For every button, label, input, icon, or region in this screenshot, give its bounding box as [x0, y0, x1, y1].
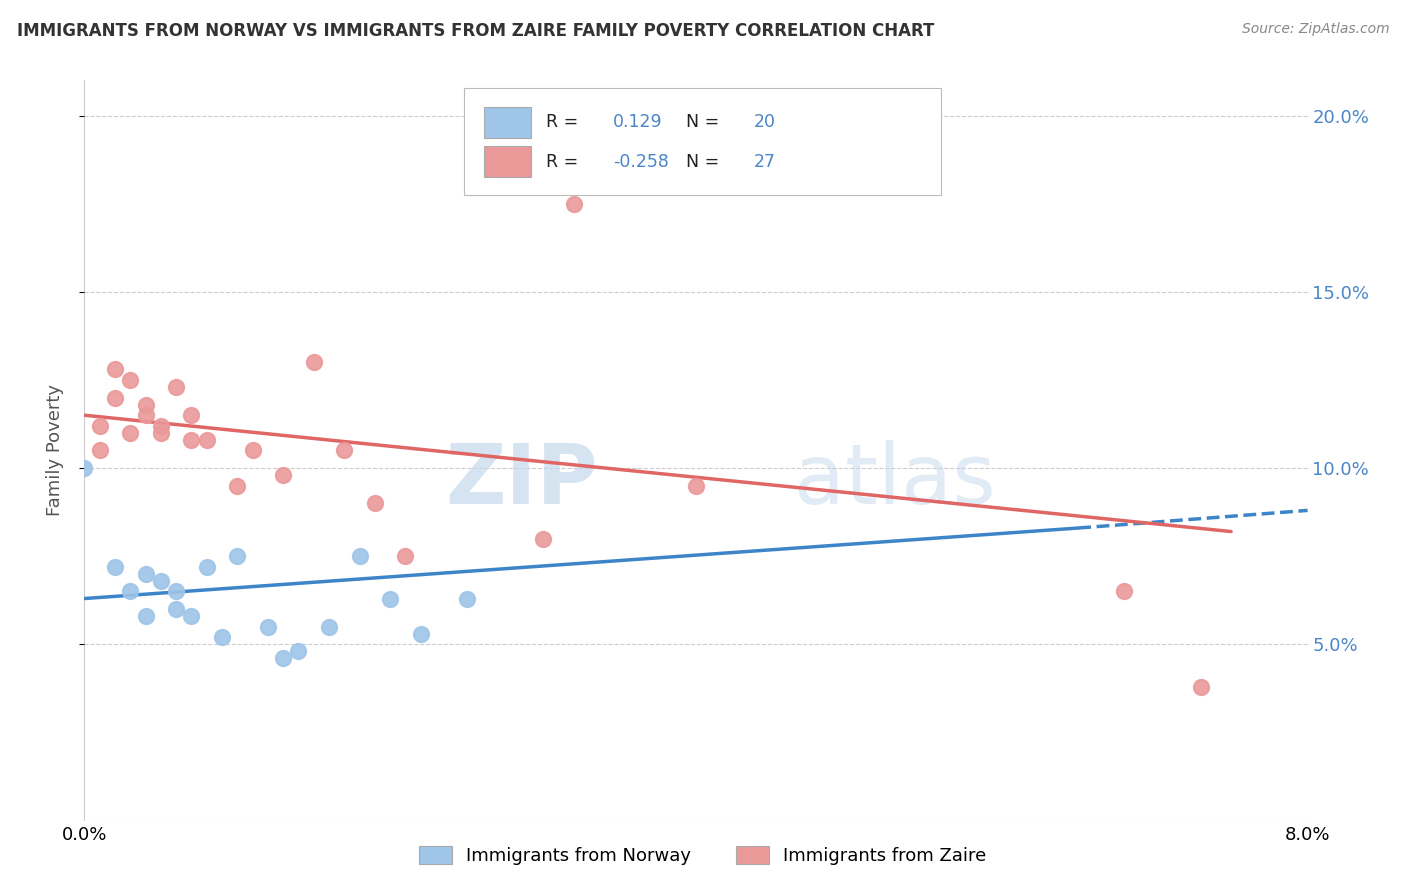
- Point: [654, 172, 676, 186]
- Point: [211, 630, 233, 644]
- Point: [120, 373, 142, 387]
- Point: [531, 532, 554, 546]
- Point: [120, 584, 142, 599]
- FancyBboxPatch shape: [484, 107, 531, 138]
- Point: [120, 425, 142, 440]
- Point: [394, 549, 416, 564]
- Y-axis label: Family Poverty: Family Poverty: [45, 384, 63, 516]
- Text: N =: N =: [686, 113, 720, 131]
- Point: [271, 651, 294, 665]
- Text: 27: 27: [754, 153, 776, 170]
- Point: [195, 433, 218, 447]
- Point: [1114, 584, 1136, 599]
- Point: [287, 644, 309, 658]
- Point: [1189, 680, 1212, 694]
- Text: ZIP: ZIP: [446, 440, 598, 521]
- Point: [165, 380, 187, 394]
- Point: [135, 566, 157, 581]
- Point: [135, 398, 157, 412]
- FancyBboxPatch shape: [484, 146, 531, 178]
- Point: [456, 591, 478, 606]
- Point: [318, 620, 340, 634]
- Text: -0.258: -0.258: [613, 153, 669, 170]
- Point: [333, 443, 356, 458]
- Point: [180, 609, 202, 624]
- Point: [302, 355, 325, 369]
- Point: [89, 418, 111, 433]
- Text: Source: ZipAtlas.com: Source: ZipAtlas.com: [1241, 22, 1389, 37]
- Point: [271, 468, 294, 483]
- Point: [89, 443, 111, 458]
- Text: R =: R =: [546, 113, 578, 131]
- Point: [135, 408, 157, 422]
- Point: [226, 479, 249, 493]
- Point: [364, 496, 387, 510]
- Point: [380, 591, 402, 606]
- Point: [165, 602, 187, 616]
- Point: [349, 549, 371, 564]
- Point: [165, 584, 187, 599]
- Legend: Immigrants from Norway, Immigrants from Zaire: Immigrants from Norway, Immigrants from …: [412, 838, 994, 872]
- Point: [180, 433, 202, 447]
- Point: [409, 627, 432, 641]
- Text: 0.129: 0.129: [613, 113, 662, 131]
- Text: N =: N =: [686, 153, 720, 170]
- Point: [149, 574, 172, 588]
- Point: [242, 443, 264, 458]
- Point: [149, 418, 172, 433]
- Point: [257, 620, 280, 634]
- Text: R =: R =: [546, 153, 578, 170]
- Point: [104, 362, 127, 376]
- Point: [135, 609, 157, 624]
- Point: [685, 479, 707, 493]
- Point: [104, 559, 127, 574]
- FancyBboxPatch shape: [464, 87, 941, 195]
- Point: [149, 425, 172, 440]
- Text: 20: 20: [754, 113, 776, 131]
- Point: [195, 559, 218, 574]
- Text: atlas: atlas: [794, 440, 995, 521]
- Point: [104, 391, 127, 405]
- Point: [73, 461, 96, 475]
- Point: [562, 196, 585, 211]
- Point: [180, 408, 202, 422]
- Text: IMMIGRANTS FROM NORWAY VS IMMIGRANTS FROM ZAIRE FAMILY POVERTY CORRELATION CHART: IMMIGRANTS FROM NORWAY VS IMMIGRANTS FRO…: [17, 22, 934, 40]
- Point: [226, 549, 249, 564]
